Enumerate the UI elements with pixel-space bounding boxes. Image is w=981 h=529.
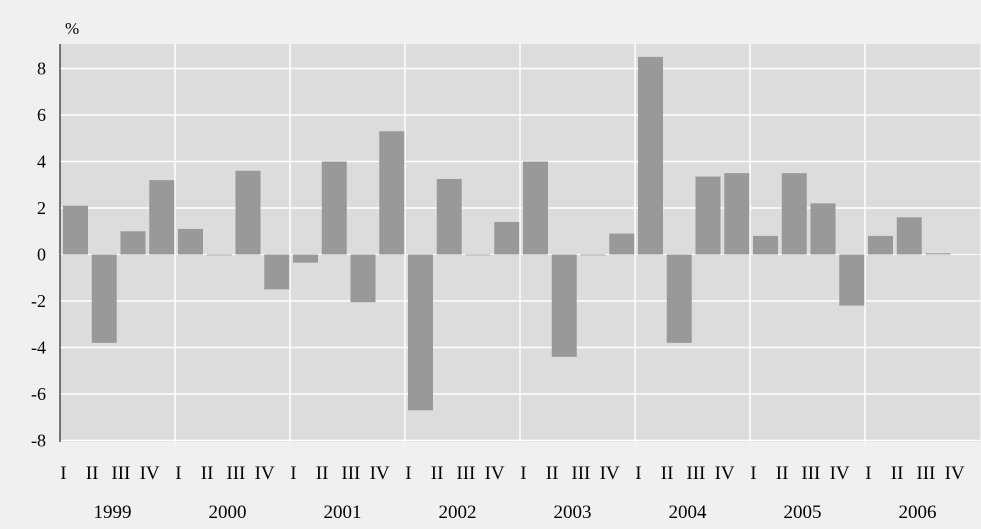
x-tick-label-quarter: I — [290, 463, 296, 484]
bar — [494, 221, 520, 255]
x-tick-label-quarter: I — [865, 463, 871, 484]
bar — [781, 173, 807, 255]
bar — [235, 170, 261, 255]
x-tick-label-quarter: I — [520, 463, 526, 484]
x-tick-label-quarter: I — [405, 463, 411, 484]
x-tick-label-year: 2004 — [669, 502, 708, 523]
x-tick-label-quarter: IV — [370, 463, 390, 484]
x-tick-label-quarter: III — [456, 463, 475, 484]
y-tick-label: 6 — [37, 105, 46, 125]
bar — [551, 254, 577, 357]
bar — [379, 131, 405, 255]
bar — [638, 56, 663, 255]
x-tick-label-quarter: IV — [140, 463, 160, 484]
x-tick-label-year: 2006 — [899, 502, 937, 523]
y-tick-label: -4 — [31, 338, 46, 358]
bar — [465, 254, 491, 256]
bar — [264, 254, 290, 290]
x-tick-label-quarter: II — [891, 463, 904, 484]
x-tick-label-quarter: IV — [945, 463, 965, 484]
x-tick-label-year: 2001 — [324, 502, 362, 523]
bar — [321, 161, 347, 255]
x-tick-label-quarter: III — [916, 463, 935, 484]
x-tick-label-quarter: III — [571, 463, 590, 484]
y-tick-label: 8 — [37, 59, 46, 79]
bar — [724, 173, 750, 255]
bar — [178, 228, 203, 255]
x-tick-label-quarter: I — [750, 463, 756, 484]
x-tick-label-year: 1999 — [94, 502, 132, 523]
x-tick-label-quarter: III — [341, 463, 360, 484]
gridlines — [60, 44, 980, 442]
bar — [753, 235, 778, 255]
y-tick-label: 4 — [37, 152, 46, 172]
bar — [206, 254, 232, 256]
y-tick-label: -6 — [31, 384, 46, 404]
bars — [63, 56, 951, 411]
x-tick-label-quarter: IV — [600, 463, 620, 484]
x-tick-label-year: 2002 — [439, 502, 477, 523]
bar — [666, 254, 692, 343]
x-tick-label-year: 2000 — [209, 502, 247, 523]
bar — [350, 254, 376, 303]
bar — [868, 235, 893, 255]
bar — [120, 231, 146, 255]
y-axis-unit-label: % — [65, 19, 79, 38]
x-tick-label-quarter: II — [86, 463, 99, 484]
bar — [839, 254, 865, 306]
bar — [408, 254, 433, 411]
x-tick-label-quarter: III — [111, 463, 130, 484]
x-tick-label-quarter: IV — [255, 463, 275, 484]
x-tick-label-quarter: III — [226, 463, 245, 484]
x-tick-label-year: 2005 — [784, 502, 822, 523]
y-tick-label: 2 — [37, 198, 46, 218]
x-tick-label-quarter: IV — [715, 463, 735, 484]
x-tick-label-quarter: IV — [485, 463, 505, 484]
bar — [695, 176, 721, 255]
x-tick-label-quarter: I — [60, 463, 66, 484]
bar — [293, 254, 318, 263]
y-tick-label: 0 — [37, 245, 46, 265]
bar — [896, 217, 922, 255]
bar — [63, 205, 88, 255]
bar — [580, 254, 606, 256]
x-tick-label-quarter: II — [776, 463, 789, 484]
x-tick-label-quarter: I — [635, 463, 641, 484]
x-tick-label-quarter: III — [801, 463, 820, 484]
bar — [436, 178, 462, 255]
x-tick-label-quarter: II — [316, 463, 329, 484]
x-tick-label-quarter: II — [201, 463, 214, 484]
bar — [91, 254, 117, 343]
x-tick-label-quarter: III — [686, 463, 705, 484]
y-tick-label: -8 — [31, 431, 46, 451]
x-tick-label-quarter: II — [546, 463, 559, 484]
x-tick-label-quarter: II — [431, 463, 444, 484]
bar — [609, 233, 635, 255]
bar — [149, 180, 175, 255]
x-tick-label-quarter: IV — [830, 463, 850, 484]
y-tick-label: -2 — [31, 291, 46, 311]
bar — [810, 203, 836, 255]
x-tick-label-quarter: I — [175, 463, 181, 484]
x-tick-label-quarter: II — [661, 463, 674, 484]
bar — [925, 253, 951, 255]
bar — [523, 161, 548, 255]
x-tick-label-year: 2003 — [554, 502, 592, 523]
